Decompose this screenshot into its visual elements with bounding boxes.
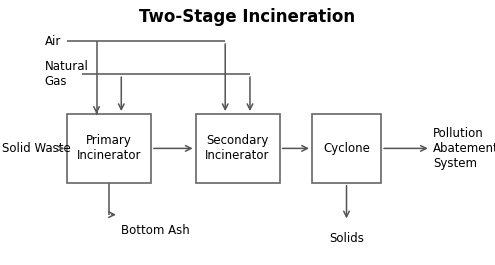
Text: Solids: Solids — [329, 232, 364, 245]
Text: Two-Stage Incineration: Two-Stage Incineration — [140, 8, 355, 26]
Text: Solid Waste: Solid Waste — [2, 142, 71, 155]
Text: Natural
Gas: Natural Gas — [45, 60, 89, 88]
FancyBboxPatch shape — [67, 114, 151, 183]
Text: Cyclone: Cyclone — [323, 142, 370, 155]
FancyBboxPatch shape — [312, 114, 381, 183]
Text: Bottom Ash: Bottom Ash — [121, 224, 190, 237]
Text: Pollution
Abatement
System: Pollution Abatement System — [433, 127, 495, 170]
Text: Air: Air — [45, 34, 61, 48]
Text: Primary
Incinerator: Primary Incinerator — [77, 134, 141, 162]
Text: Secondary
Incinerator: Secondary Incinerator — [205, 134, 270, 162]
FancyBboxPatch shape — [196, 114, 280, 183]
